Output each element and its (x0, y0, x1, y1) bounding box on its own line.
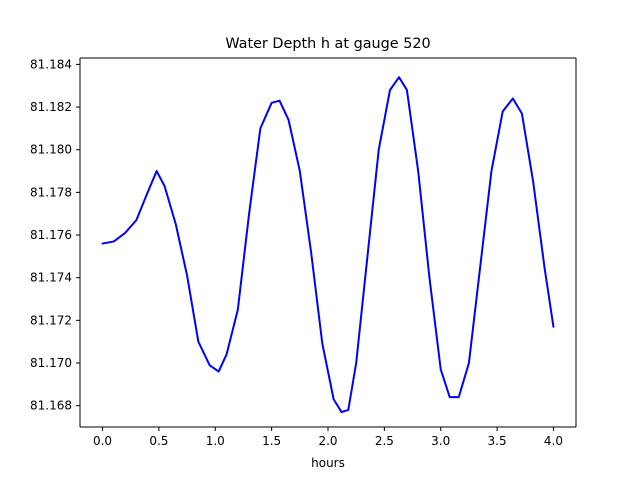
y-tick-label: 81.170 (30, 356, 72, 370)
chart-title: Water Depth h at gauge 520 (225, 36, 430, 52)
x-tick-label: 2.5 (375, 434, 394, 448)
x-tick-label: 3.5 (488, 434, 507, 448)
y-tick-label: 81.168 (30, 399, 72, 413)
y-tick-label: 81.180 (30, 143, 72, 157)
y-tick-label: 81.172 (30, 313, 72, 327)
x-tick-label: 1.0 (206, 434, 225, 448)
y-tick-label: 81.184 (30, 57, 72, 71)
y-tick-label: 81.176 (30, 228, 72, 242)
x-tick-label: 4.0 (544, 434, 563, 448)
x-tick-label: 2.0 (318, 434, 337, 448)
y-tick-label: 81.182 (30, 100, 72, 114)
x-tick-label: 0.0 (93, 434, 112, 448)
x-tick-label: 1.5 (262, 434, 281, 448)
x-tick-label: 3.0 (431, 434, 450, 448)
series-line-0 (101, 76, 555, 414)
plot-area: 0.0 0.5 1.0 1.5 2.0 2.5 3.0 3.5 4.0 81.168 81.170 8… (30, 57, 577, 448)
y-tick-label: 81.174 (30, 271, 72, 285)
y-tick-label: 81.178 (30, 185, 72, 199)
x-tick-label: 0.5 (149, 434, 168, 448)
x-axis-label: hours (311, 456, 345, 470)
